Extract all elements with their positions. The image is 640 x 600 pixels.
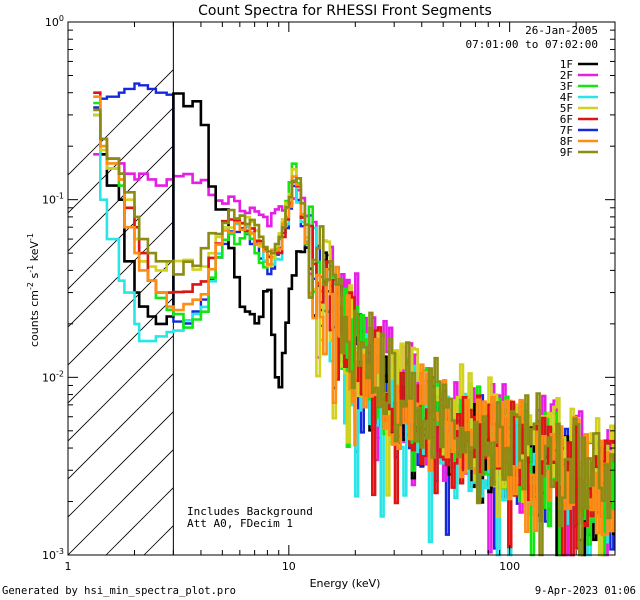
- y-axis-label: counts cm-2 s-1 keV-1: [26, 233, 41, 347]
- x-tick-label: 10: [282, 560, 296, 573]
- time-range-label: 07:01:00 to 07:02:00: [466, 38, 598, 51]
- note-background: Includes Background: [187, 505, 313, 518]
- y-tick-label: 10-3: [42, 547, 64, 562]
- series-layer: [93, 82, 615, 557]
- hatch-line: [68, 69, 174, 176]
- note-attenuator: Att A0, FDecim 1: [187, 517, 293, 530]
- ylabel-exp-d: -1: [26, 265, 35, 273]
- series-line-3F: [93, 101, 615, 557]
- plot-frame: [67, 21, 616, 556]
- hatch-line: [68, 259, 174, 366]
- footer-timestamp: 9-Apr-2023 01:06: [535, 585, 636, 597]
- y-tick-label: 100: [45, 14, 64, 29]
- ylabel-part-e: keV: [28, 241, 41, 265]
- legend-label-5F: 5F: [560, 102, 573, 115]
- hatch-line: [68, 183, 174, 290]
- hatch-line: [68, 221, 174, 328]
- hatch-line: [68, 107, 174, 214]
- legend-label-2F: 2F: [560, 69, 573, 82]
- date-label: 26-Jan-2005: [525, 24, 598, 37]
- chart-title: Count Spectra for RHESSI Front Segments: [198, 3, 492, 19]
- x-tick-label: 1: [65, 560, 72, 573]
- y-tick-label: 10-2: [42, 369, 64, 384]
- legend: 26-Jan-2005 07:01:00 to 07:02:00 1F2F3F4…: [466, 24, 598, 159]
- legend-label-8F: 8F: [560, 135, 573, 148]
- plot-axes: 1 10 100 100 10-1 10-2 10-3: [42, 14, 616, 573]
- footer-generator: Generated by hsi_min_spectra_plot.pro: [2, 585, 236, 597]
- x-axis-label: Energy (keV): [310, 577, 381, 590]
- series-line-9F: [93, 108, 615, 557]
- legend-label-3F: 3F: [560, 80, 573, 93]
- ylabel-part-a: counts cm: [28, 290, 41, 347]
- ylabel-part-c: s: [28, 272, 41, 281]
- legend-label-9F: 9F: [560, 146, 573, 159]
- y-tick-label: 10-1: [42, 192, 64, 207]
- ylabel-exp-b: -2: [26, 282, 35, 290]
- hatch-line: [68, 411, 174, 518]
- legend-label-7F: 7F: [560, 124, 573, 137]
- x-tick-label: 100: [499, 560, 520, 573]
- legend-label-1F: 1F: [560, 58, 573, 71]
- legend-label-6F: 6F: [560, 113, 573, 126]
- ylabel-exp-f: -1: [26, 233, 35, 241]
- hatch-line: [68, 449, 174, 555]
- plot-notes: Includes Background Att A0, FDecim 1: [187, 505, 313, 530]
- legend-label-4F: 4F: [560, 91, 573, 104]
- hatch-line: [68, 373, 174, 480]
